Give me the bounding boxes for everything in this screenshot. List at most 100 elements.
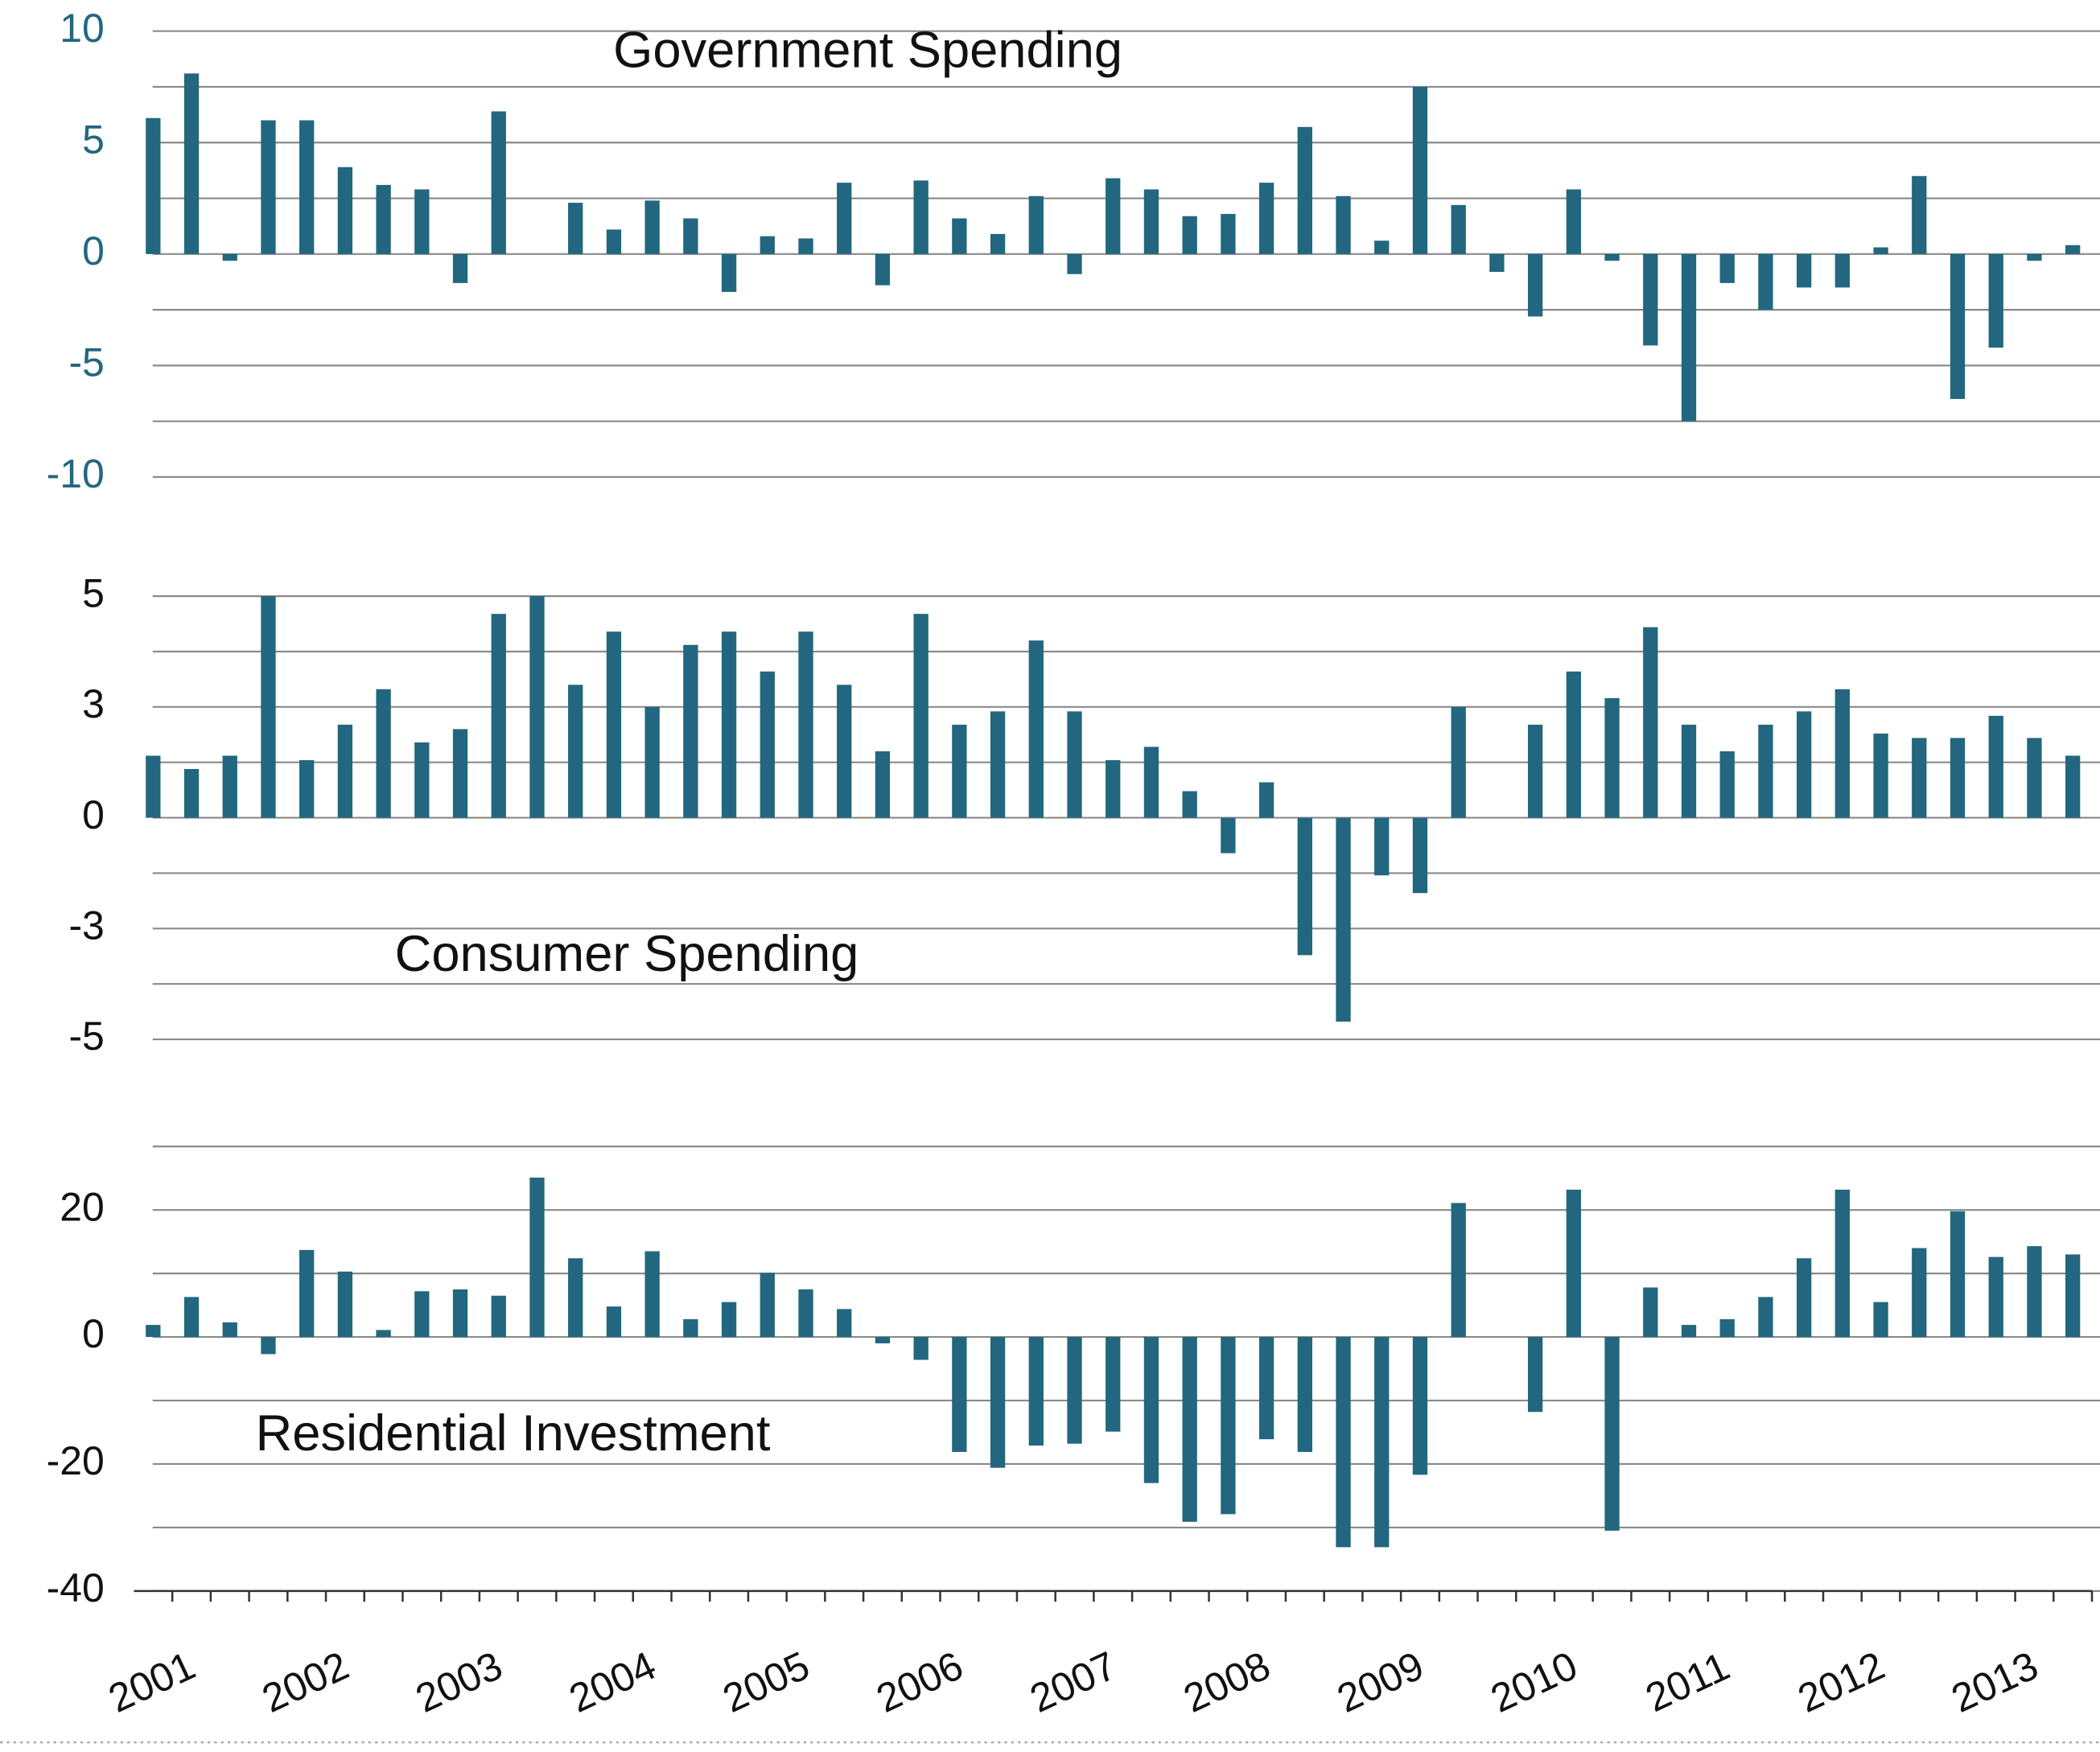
bar <box>1258 782 1274 818</box>
y-tick-label: 20 <box>60 1184 105 1229</box>
bar <box>1988 715 2003 818</box>
x-tick-label: 2002 <box>255 1643 355 1721</box>
bar <box>183 73 200 254</box>
bar <box>1336 1337 1351 1548</box>
x-tick-label: 2010 <box>1484 1643 1583 1721</box>
bar <box>337 167 353 254</box>
y-tick-label: 5 <box>82 117 105 162</box>
bar <box>2065 1254 2081 1338</box>
bar <box>1834 1189 1851 1338</box>
bar <box>990 711 1006 818</box>
bar <box>1643 253 1658 346</box>
bar <box>1758 724 1773 818</box>
bar <box>1681 724 1697 818</box>
bar <box>644 1251 660 1338</box>
bar <box>1796 711 1812 818</box>
bar <box>1527 253 1543 317</box>
bar <box>222 1322 237 1338</box>
x-tick-label: 2004 <box>562 1643 662 1721</box>
bar <box>1297 1337 1312 1452</box>
bar <box>1067 253 1082 274</box>
x-tick-label: 2008 <box>1177 1643 1277 1721</box>
bar <box>990 233 1006 254</box>
bar <box>1719 751 1735 818</box>
bar <box>1297 126 1312 254</box>
bar <box>606 229 622 254</box>
bar <box>1988 1256 2003 1338</box>
bar <box>798 631 813 818</box>
bar <box>414 189 430 254</box>
panel-title: Residential Investment <box>256 1405 771 1462</box>
bar <box>721 1302 737 1338</box>
bar <box>568 685 583 818</box>
bar <box>452 253 468 283</box>
bar <box>146 117 161 254</box>
bar <box>376 689 391 818</box>
bar <box>1643 627 1658 818</box>
bar <box>1451 1203 1466 1338</box>
bar <box>1604 1337 1620 1531</box>
bar <box>1681 253 1697 422</box>
bar <box>1028 195 1044 254</box>
bar <box>913 614 929 818</box>
x-tick-label: 2006 <box>870 1643 970 1721</box>
bar <box>183 1297 200 1338</box>
bar <box>568 203 583 254</box>
bar <box>1067 711 1082 818</box>
bar <box>798 238 813 254</box>
x-tick-label: 2001 <box>102 1643 202 1721</box>
bar <box>644 200 660 254</box>
bar <box>875 751 891 818</box>
bar <box>1028 640 1044 818</box>
bar <box>414 742 430 818</box>
bar <box>1412 1337 1428 1475</box>
bar <box>261 120 276 254</box>
bar <box>491 111 506 254</box>
bar <box>1566 189 1581 254</box>
bar <box>1028 1337 1044 1446</box>
bar <box>1950 253 1966 399</box>
bar <box>452 1289 468 1338</box>
bar <box>1796 253 1812 288</box>
bar <box>875 253 891 286</box>
bar <box>1451 706 1466 818</box>
bar <box>1719 1318 1735 1338</box>
bar <box>683 218 698 254</box>
bar <box>1143 746 1159 818</box>
y-tick-label: -40 <box>47 1565 105 1610</box>
bar <box>837 183 852 254</box>
y-tick-label: 0 <box>82 1311 105 1356</box>
bar <box>1374 1337 1390 1548</box>
x-tick-label: 2013 <box>1945 1643 2044 1721</box>
y-tick-label: -10 <box>47 451 105 496</box>
y-tick-label: 3 <box>82 681 105 726</box>
bar <box>1106 1337 1121 1432</box>
y-tick-label: 0 <box>82 228 105 273</box>
bar <box>1489 253 1505 272</box>
bar <box>760 1273 775 1338</box>
x-tick-label: 2009 <box>1330 1643 1430 1721</box>
bar <box>798 1289 813 1338</box>
bar <box>146 755 161 818</box>
bar <box>337 724 353 818</box>
bar <box>1182 791 1197 818</box>
bar <box>1643 1287 1658 1338</box>
bar <box>721 253 737 292</box>
bar <box>2027 738 2042 818</box>
bar <box>1412 817 1428 894</box>
x-tick-label: 2003 <box>409 1643 509 1721</box>
bar <box>1873 733 1888 818</box>
bar <box>1681 1325 1697 1338</box>
bar <box>183 768 200 818</box>
y-tick-label: -3 <box>68 903 104 948</box>
bar <box>299 120 315 254</box>
bar <box>606 1306 622 1338</box>
x-tick-label: 2005 <box>716 1643 816 1721</box>
y-tick-label: -20 <box>47 1438 105 1483</box>
bar <box>1988 253 2003 348</box>
bar <box>721 631 737 818</box>
bar <box>2065 755 2081 818</box>
bar <box>1258 183 1274 254</box>
bar <box>1143 1337 1159 1483</box>
bar <box>1182 216 1197 254</box>
